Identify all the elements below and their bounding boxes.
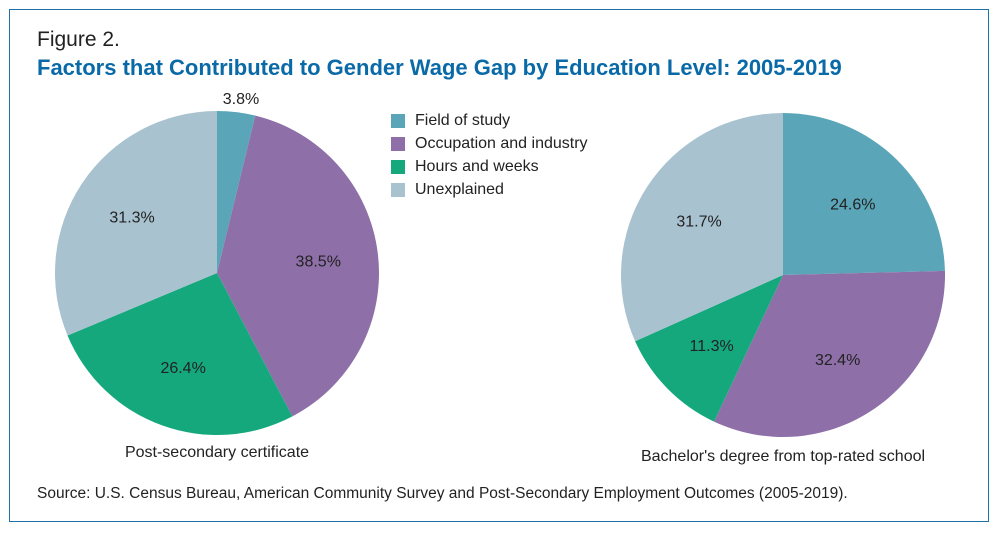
legend-label: Unexplained: [415, 180, 504, 198]
pie-slice-unexplained: [54, 111, 218, 336]
pie-label-unexplained: 31.7%: [676, 214, 721, 231]
pie-title-post-secondary-certificate: Post-secondary certificate: [125, 444, 309, 461]
legend-swatch: [391, 159, 405, 174]
pie-label-hours-and-weeks: 11.3%: [690, 338, 734, 355]
legend-item-hours-weeks: Hours and weeks: [391, 155, 588, 178]
legend-label: Occupation and industry: [415, 134, 588, 152]
pie-slice-hours-and-weeks: [635, 275, 783, 422]
pie-label-hours-and-weeks: 26.4%: [160, 360, 205, 377]
pie-label-field-of-study: 3.8%: [223, 91, 259, 108]
legend-label: Field of study: [415, 111, 511, 129]
figure-label: Figure 2.: [37, 28, 120, 51]
chart-title: Factors that Contributed to Gender Wage …: [37, 55, 842, 80]
legend-label: Hours and weeks: [415, 157, 539, 175]
legend-swatch: [391, 113, 405, 128]
pie-slice-field-of-study: [217, 111, 256, 273]
pie-label-field-of-study: 24.6%: [830, 196, 875, 213]
pie-slice-occupation-and-industry: [217, 115, 379, 417]
legend: Field of study Occupation and industry H…: [391, 109, 588, 201]
figure-frame: [9, 9, 989, 522]
source-note: Source: U.S. Census Bureau, American Com…: [37, 485, 848, 502]
legend-item-occupation-industry: Occupation and industry: [391, 132, 588, 155]
legend-item-unexplained: Unexplained: [391, 178, 588, 201]
pie-slice-occupation-and-industry: [714, 270, 946, 437]
pie-bachelors-top-rated: 24.6% 32.4% 11.3% 31.7%: [621, 113, 946, 437]
pie-slice-hours-and-weeks: [67, 273, 293, 436]
pie-post-secondary-certificate: 3.8% 38.5% 26.4% 31.3%: [54, 91, 379, 436]
pie-slice-unexplained: [621, 113, 783, 342]
legend-swatch: [391, 136, 405, 151]
pie-label-unexplained: 31.3%: [109, 209, 154, 226]
pie-slice-field-of-study: [783, 113, 945, 275]
pie-title-bachelors-top-rated: Bachelor's degree from top-rated school: [641, 448, 925, 465]
legend-swatch: [391, 182, 405, 197]
pie-label-occupation-and-industry: 32.4%: [815, 352, 860, 369]
pie-label-occupation-and-industry: 38.5%: [296, 254, 341, 271]
legend-item-field-of-study: Field of study: [391, 109, 588, 132]
